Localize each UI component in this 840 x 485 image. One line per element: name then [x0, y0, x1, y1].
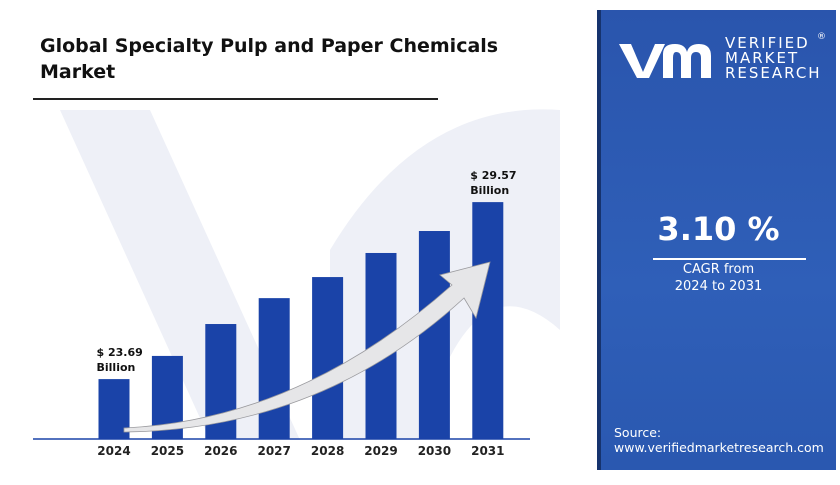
- x-tick-label: 2031: [471, 444, 504, 458]
- data-label-value: $ 23.69: [97, 346, 143, 359]
- data-label-unit: Billion: [470, 184, 509, 197]
- cagr-value: 3.10 %: [657, 210, 780, 248]
- info-panel: VERIFIED MARKET RESEARCH ® 3.10 % CAGR f…: [597, 10, 836, 470]
- source: Source: www.verifiedmarketresearch.com: [614, 425, 824, 455]
- bar-2030: [418, 231, 450, 439]
- page-title: Global Specialty Pulp and Paper Chemical…: [40, 35, 499, 83]
- vmr-logo-icon: [619, 43, 711, 78]
- cagr-label: CAGR from 2024 to 2031: [601, 261, 836, 295]
- watermark-v: [60, 110, 300, 440]
- logo-line-1: VERIFIED: [725, 34, 810, 52]
- registered-mark: ®: [817, 32, 826, 42]
- cagr-divider: [653, 258, 806, 260]
- logo-line-3: RESEARCH: [725, 64, 822, 82]
- title-divider: [33, 98, 438, 100]
- logo-line-2: MARKET: [725, 49, 800, 67]
- cagr-label-line-1: CAGR from: [682, 262, 755, 277]
- bar-2027: [258, 298, 290, 439]
- data-label-unit: Billion: [97, 361, 136, 374]
- growth-arrow-icon: [123, 261, 491, 433]
- x-tick-label: 2026: [204, 444, 237, 458]
- source-label: Source:: [614, 425, 662, 440]
- source-url[interactable]: www.verifiedmarketresearch.com: [614, 440, 824, 455]
- x-tick-label: 2028: [311, 444, 344, 458]
- x-tick-label: 2024: [97, 444, 130, 458]
- x-tick-label: 2029: [364, 444, 397, 458]
- x-tick-label: 2027: [257, 444, 290, 458]
- data-label-value: $ 29.57: [470, 169, 516, 182]
- cagr-label-line-2: 2024 to 2031: [674, 279, 763, 294]
- x-tick-label: 2025: [151, 444, 184, 458]
- vmr-logo: VERIFIED MARKET RESEARCH: [617, 36, 822, 81]
- bar-2031: [472, 202, 504, 439]
- x-tick-label: 2030: [418, 444, 451, 458]
- bar-chart: 2024 $ 23.69 Billion 2025 2026 2027 2028 2029 20…: [33, 109, 560, 458]
- bar-2028: [312, 277, 344, 439]
